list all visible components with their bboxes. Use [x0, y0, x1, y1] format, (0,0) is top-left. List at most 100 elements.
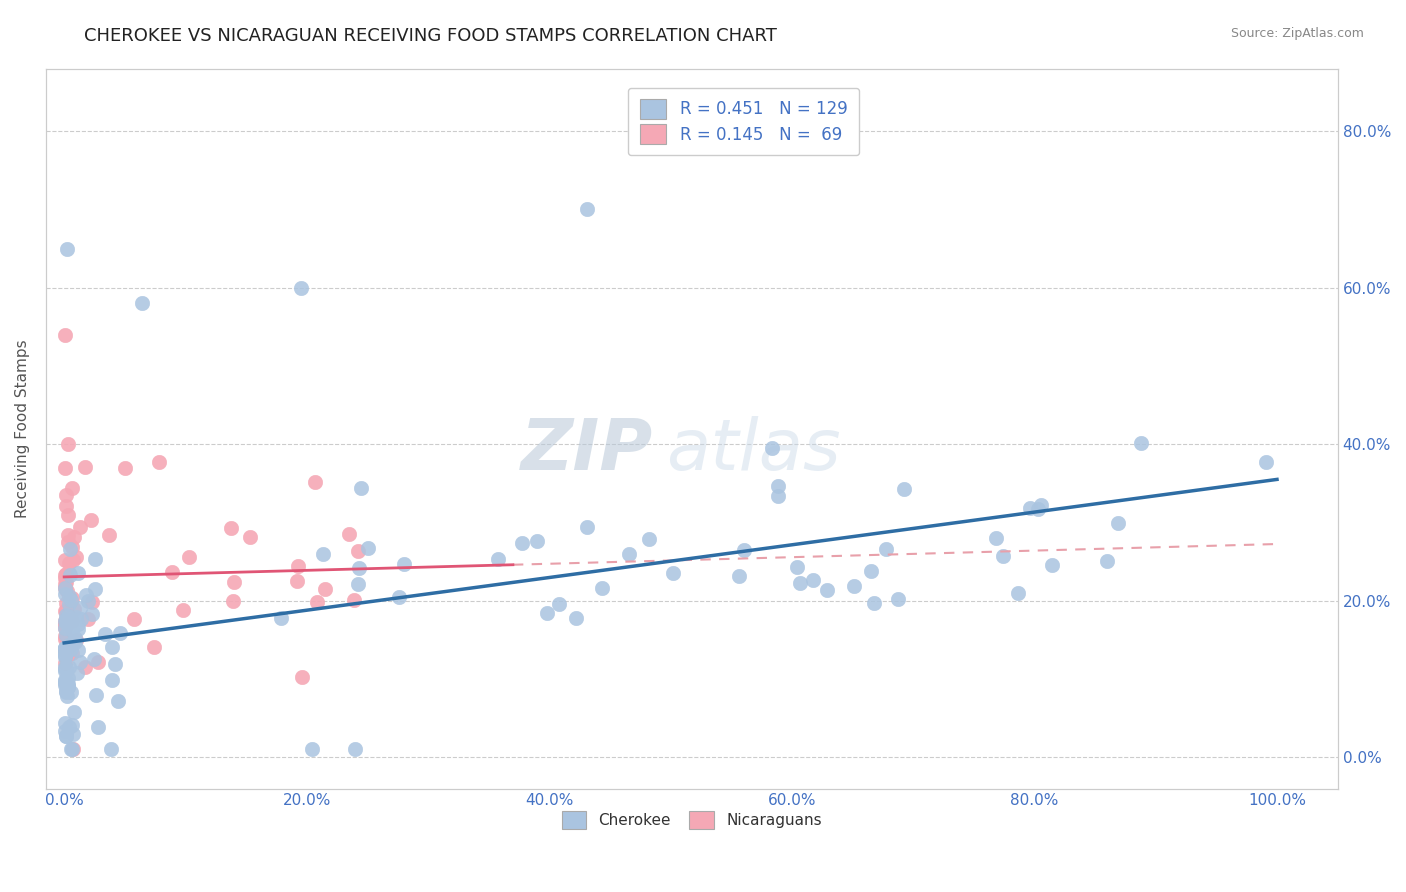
- Point: [104, 657, 127, 671]
- Point: [219, 521, 242, 535]
- Point: [55, 661, 77, 675]
- Point: [58, 597, 80, 611]
- Point: [591, 581, 613, 595]
- Point: [56, 437, 79, 451]
- Point: [77, 612, 100, 626]
- Point: [67, 622, 90, 636]
- Point: [343, 742, 366, 756]
- Point: [287, 559, 309, 574]
- Point: [53, 632, 76, 646]
- Point: [76, 594, 98, 608]
- Point: [53, 723, 76, 738]
- Point: [59, 542, 82, 557]
- Point: [65, 633, 87, 648]
- Point: [510, 535, 533, 549]
- Point: [349, 561, 371, 575]
- Point: [875, 541, 897, 556]
- Point: [53, 581, 76, 595]
- Point: [63, 631, 86, 645]
- Point: [58, 721, 80, 735]
- Point: [991, 549, 1014, 563]
- Point: [58, 589, 80, 603]
- Point: [56, 527, 79, 541]
- Point: [1029, 498, 1052, 512]
- Point: [53, 567, 76, 582]
- Point: [576, 202, 599, 217]
- Point: [62, 591, 84, 606]
- Point: [142, 640, 165, 654]
- Point: [87, 655, 110, 669]
- Point: [58, 608, 80, 623]
- Point: [63, 635, 86, 649]
- Point: [761, 441, 783, 455]
- Point: [1026, 502, 1049, 516]
- Point: [58, 535, 80, 549]
- Point: [55, 499, 77, 513]
- Point: [53, 660, 76, 674]
- Point: [53, 617, 76, 632]
- Point: [1130, 436, 1153, 450]
- Point: [53, 614, 76, 628]
- Point: [789, 576, 811, 591]
- Point: [53, 648, 76, 662]
- Point: [62, 727, 84, 741]
- Point: [60, 742, 83, 756]
- Point: [305, 594, 328, 608]
- Point: [114, 460, 136, 475]
- Point: [83, 652, 105, 666]
- Point: [239, 530, 262, 544]
- Point: [75, 588, 97, 602]
- Point: [55, 684, 77, 698]
- Point: [53, 641, 76, 656]
- Point: [55, 488, 77, 502]
- Point: [768, 479, 790, 493]
- Text: atlas: atlas: [666, 416, 841, 484]
- Point: [55, 604, 77, 618]
- Point: [60, 642, 83, 657]
- Point: [55, 662, 77, 676]
- Point: [65, 612, 87, 626]
- Point: [53, 678, 76, 692]
- Point: [1095, 554, 1118, 568]
- Point: [65, 549, 87, 564]
- Point: [893, 482, 915, 496]
- Point: [62, 553, 84, 567]
- Point: [58, 676, 80, 690]
- Point: [73, 460, 96, 475]
- Point: [53, 673, 76, 687]
- Point: [53, 629, 76, 643]
- Point: [53, 616, 76, 631]
- Point: [357, 541, 380, 556]
- Point: [62, 614, 84, 628]
- Point: [58, 679, 80, 693]
- Point: [801, 574, 824, 588]
- Point: [73, 660, 96, 674]
- Point: [59, 593, 82, 607]
- Point: [662, 566, 685, 580]
- Point: [53, 582, 76, 596]
- Point: [60, 742, 83, 756]
- Point: [55, 729, 77, 743]
- Point: [53, 716, 76, 731]
- Point: [67, 616, 90, 631]
- Point: [86, 688, 108, 702]
- Point: [786, 560, 808, 574]
- Point: [53, 644, 76, 658]
- Point: [53, 571, 76, 585]
- Point: [80, 607, 103, 622]
- Point: [179, 550, 201, 565]
- Point: [55, 612, 77, 626]
- Point: [565, 611, 588, 625]
- Point: [53, 641, 76, 656]
- Point: [53, 460, 76, 475]
- Legend: Cherokee, Nicaraguans: Cherokee, Nicaraguans: [555, 805, 828, 835]
- Point: [58, 660, 80, 674]
- Point: [728, 569, 751, 583]
- Point: [56, 242, 79, 256]
- Text: Source: ZipAtlas.com: Source: ZipAtlas.com: [1230, 27, 1364, 40]
- Point: [58, 681, 80, 695]
- Point: [63, 601, 86, 615]
- Point: [84, 582, 107, 596]
- Point: [69, 601, 91, 615]
- Point: [80, 594, 103, 608]
